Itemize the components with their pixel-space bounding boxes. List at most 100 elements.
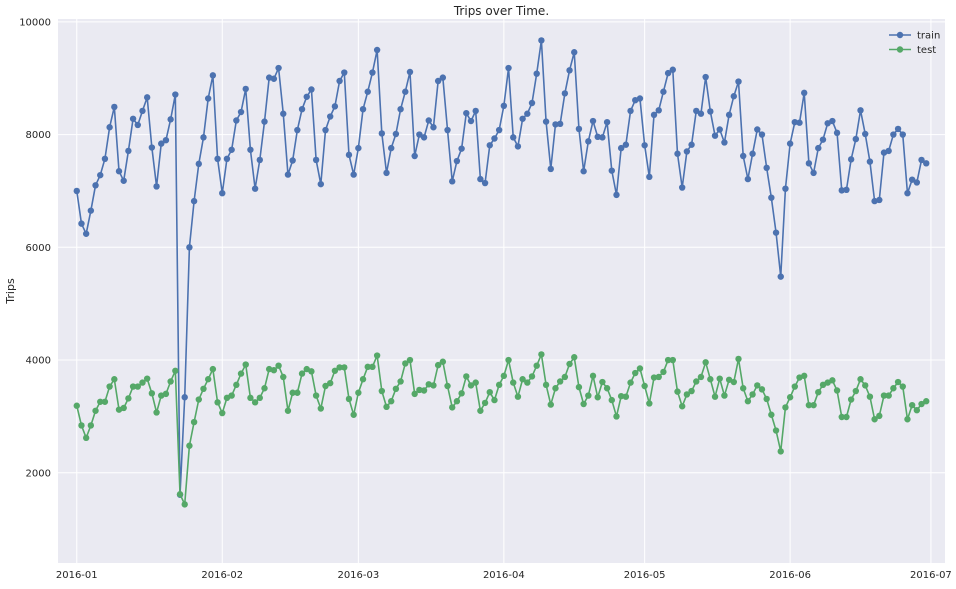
data-point	[660, 368, 667, 376]
data-point	[674, 388, 681, 395]
data-point	[847, 156, 855, 163]
data-point	[402, 360, 409, 367]
data-point	[674, 150, 681, 157]
data-point	[547, 165, 554, 173]
data-point	[843, 413, 850, 421]
data-point	[153, 183, 160, 190]
data-point	[772, 427, 780, 434]
legend-item-train: train	[889, 31, 940, 42]
legend-swatch-marker	[896, 46, 904, 53]
data-point	[449, 178, 456, 185]
data-point	[918, 156, 925, 164]
data-point	[190, 197, 198, 205]
data-point	[397, 378, 404, 385]
data-point	[73, 187, 80, 195]
data-point	[364, 88, 371, 95]
data-point	[542, 381, 550, 389]
data-point	[711, 393, 719, 400]
data-point	[585, 392, 592, 399]
data-point	[716, 126, 723, 133]
data-point	[876, 196, 883, 204]
data-point	[411, 152, 418, 160]
data-point	[740, 385, 747, 392]
data-point	[416, 386, 423, 394]
data-point	[754, 382, 761, 389]
data-point	[697, 110, 705, 117]
data-point	[627, 107, 634, 115]
data-point	[908, 176, 916, 183]
data-point	[664, 69, 672, 77]
data-point	[716, 375, 723, 382]
data-point	[186, 244, 193, 251]
data-point	[425, 117, 432, 124]
data-point	[777, 273, 784, 280]
x-tick-label: 2016-01	[56, 570, 98, 581]
data-point	[678, 403, 686, 410]
data-point	[876, 412, 883, 420]
data-point	[594, 394, 601, 401]
data-point	[749, 150, 756, 157]
data-point	[78, 422, 85, 429]
data-point	[284, 407, 292, 414]
data-point	[561, 373, 569, 381]
data-point	[477, 175, 484, 183]
data-point	[383, 169, 390, 177]
data-point	[815, 388, 822, 396]
data-point	[233, 381, 240, 389]
data-point	[791, 383, 799, 390]
data-point	[120, 404, 127, 412]
data-point	[655, 373, 662, 381]
data-point	[434, 77, 442, 85]
data-point	[538, 37, 545, 44]
data-point	[519, 115, 526, 122]
data-point	[237, 370, 245, 377]
data-point	[129, 115, 137, 122]
data-point	[345, 395, 353, 403]
data-point	[317, 180, 325, 188]
data-point	[857, 107, 864, 114]
data-point	[542, 118, 550, 125]
data-point	[599, 378, 606, 386]
data-point	[195, 160, 202, 168]
y-tick-label: 2000	[26, 468, 51, 479]
data-point	[458, 145, 465, 152]
data-point	[392, 130, 400, 138]
series-train	[73, 37, 930, 498]
data-point	[552, 121, 559, 128]
data-point	[693, 107, 700, 115]
data-point	[247, 394, 254, 402]
data-point	[744, 398, 752, 405]
data-point	[641, 142, 648, 149]
data-point	[280, 110, 287, 117]
data-point	[894, 125, 902, 133]
data-point	[533, 362, 540, 369]
data-point	[491, 396, 498, 404]
data-point	[472, 107, 479, 115]
data-point	[200, 134, 207, 141]
data-point	[805, 160, 813, 167]
data-point	[688, 141, 695, 148]
data-point	[143, 375, 151, 382]
data-point	[852, 387, 860, 395]
data-point	[172, 367, 179, 374]
data-point	[890, 131, 897, 138]
data-point	[430, 382, 437, 389]
data-point	[847, 396, 855, 403]
data-point	[721, 392, 728, 399]
data-point	[388, 144, 395, 152]
data-point	[913, 407, 921, 414]
data-point	[251, 185, 259, 192]
data-point	[430, 124, 437, 131]
x-tick-label: 2016-06	[769, 570, 811, 581]
data-point	[256, 394, 263, 402]
data-point	[195, 396, 202, 403]
data-point	[209, 365, 217, 373]
data-point	[923, 398, 930, 405]
data-point	[312, 156, 320, 164]
data-point	[233, 117, 240, 124]
data-point	[646, 400, 653, 407]
data-point	[890, 385, 897, 392]
data-point	[749, 391, 756, 398]
chart-title: Trips over Time.	[453, 4, 549, 18]
data-point	[838, 413, 845, 421]
